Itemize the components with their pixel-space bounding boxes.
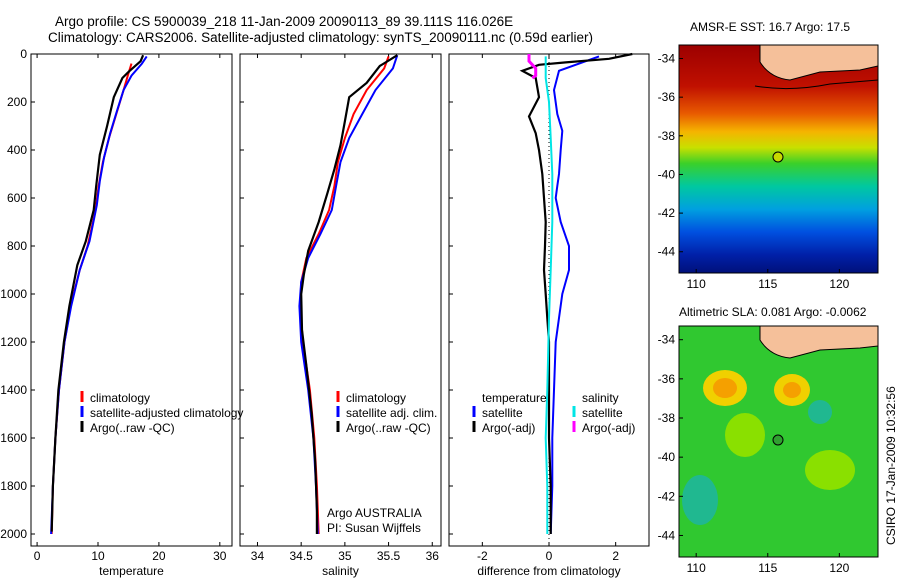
map-y-tick-label: -38 (658, 411, 676, 425)
x-tick-label: 10 (91, 549, 105, 563)
sst-map-axes: 110 115 120 -34 -36 -38 -40 -42 -44 (658, 52, 850, 291)
series-line (519, 52, 633, 534)
map-y-tick-label: -36 (658, 372, 676, 386)
y-tick-label: 0 (20, 47, 27, 61)
y-tick-label: 1400 (0, 383, 27, 397)
plot-frame (239, 53, 442, 547)
sst-contour (754, 79, 878, 90)
sst-map-title: AMSR-E SST: 16.7 Argo: 17.5 (690, 20, 850, 34)
series-line (50, 63, 133, 535)
map-y-tick-label: -40 (658, 450, 676, 464)
map-x-tick-label: 115 (758, 277, 777, 291)
legend-label: salinity (582, 391, 619, 405)
legend-label: climatology (346, 391, 406, 405)
y-tick-label: 1800 (0, 479, 27, 493)
credit-line1: Argo AUSTRALIA (327, 506, 422, 520)
sla-anomaly (783, 382, 801, 398)
sla-map (679, 326, 878, 557)
legend-label: Argo(-adj) (482, 421, 535, 435)
legend-label: satellite adj. clim. (346, 406, 437, 420)
y-tick-label: 1600 (0, 431, 27, 445)
legend: temperaturesatelliteArgo(-adj)salinitysa… (472, 391, 635, 435)
x-tick-label: -2 (477, 549, 488, 563)
header-line1: Argo profile: CS 5900039_218 11-Jan-2009… (55, 14, 513, 29)
x-tick-label: 20 (152, 549, 166, 563)
map-x-tick-label: 110 (687, 277, 706, 291)
sla-float-marker (772, 434, 784, 446)
series-line (50, 54, 145, 532)
y-tick-label: 1200 (0, 335, 27, 349)
x-axis-label: salinity (322, 564, 359, 578)
y-tick-label: 400 (7, 143, 27, 157)
x-tick-label: 36 (426, 549, 440, 563)
profile-panel-1: 0 10 20 30 temperature 0 200 400 600 800 1000 1200 1… (0, 47, 243, 578)
x-axis-label: difference from climatology (477, 564, 620, 578)
map-x-tick-label: 120 (829, 561, 849, 575)
sla-anomaly (682, 475, 718, 525)
series-line (549, 55, 600, 535)
sla-map-frame (678, 325, 879, 558)
header-line2: Climatology: CARS2006. Satellite-adjuste… (48, 30, 593, 45)
map-y-tick-label: -44 (658, 245, 676, 259)
y-tick-label: 600 (7, 191, 27, 205)
profile-panels: 0 10 20 30temperature0200400600800100012001… (0, 47, 650, 578)
land-australia (759, 45, 878, 81)
sst-float-marker (772, 151, 784, 163)
legend-label: Argo(..raw -QC) (90, 421, 175, 435)
legend-label: temperature (482, 391, 547, 405)
profile-panel-2: 34 34.5 35 35.5 36 salinity climatologysatelli… (239, 53, 442, 578)
x-tick-label: 2 (612, 549, 619, 563)
map-y-tick-label: -34 (658, 333, 676, 347)
map-y-tick-label: -42 (658, 489, 676, 503)
sla-anomaly (808, 400, 832, 424)
y-tick-label: 2000 (0, 527, 27, 541)
legend-label: satellite (482, 406, 523, 420)
y-tick-label: 200 (7, 95, 27, 109)
side-label: CSIRO 17-Jan-2009 10:32:56 (884, 386, 898, 545)
x-tick-label: 0 (34, 549, 41, 563)
series-line (527, 54, 538, 80)
plot-frame (30, 53, 233, 547)
x-tick-label: 35.5 (377, 549, 401, 563)
credit-line2: PI: Susan Wijffels (327, 521, 421, 535)
sla-anomaly (805, 450, 855, 490)
legend-label: satellite-adjusted climatology (90, 406, 243, 420)
legend-label: satellite (582, 406, 623, 420)
sla-anomaly (713, 378, 737, 398)
sla-map-title: Altimetric SLA: 0.081 Argo: -0.0062 (679, 305, 867, 319)
legend-label: Argo(..raw -QC) (346, 421, 431, 435)
map-x-tick-label: 120 (829, 277, 849, 291)
series-line (544, 56, 554, 534)
y-tick-label: 800 (7, 239, 27, 253)
map-y-tick-label: -34 (658, 52, 676, 66)
land-australia (759, 326, 878, 359)
x-tick-label: 34.5 (289, 549, 313, 563)
x-tick-label: 35 (338, 549, 352, 563)
x-tick-label: 0 (546, 549, 553, 563)
legend-label: Argo(-adj) (582, 421, 635, 435)
map-x-tick-label: 110 (687, 561, 706, 575)
sla-anomaly (725, 413, 765, 457)
map-y-tick-label: -42 (658, 206, 676, 220)
y-tick-label: 1000 (0, 287, 27, 301)
series-line (300, 54, 398, 534)
legend-label: climatology (90, 391, 150, 405)
x-axis-label: temperature (99, 564, 164, 578)
x-tick-label: 30 (213, 549, 227, 563)
x-tick-label: 34 (251, 549, 265, 563)
sla-map-axes: 110 115 120 -34 -36 -38 -40 -42 -44 (658, 333, 850, 575)
series-line (50, 55, 148, 535)
map-y-tick-label: -40 (658, 167, 676, 181)
map-x-tick-label: 115 (758, 561, 777, 575)
map-y-tick-label: -44 (658, 528, 676, 542)
map-y-tick-label: -38 (658, 129, 676, 143)
map-y-tick-label: -36 (658, 90, 676, 104)
sst-map-frame (678, 44, 879, 274)
